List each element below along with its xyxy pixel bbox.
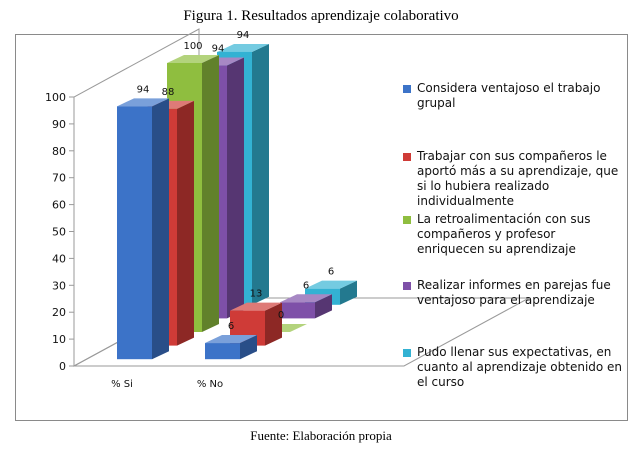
legend-swatch-1 xyxy=(403,85,411,93)
bar-front xyxy=(205,343,240,360)
bar-series xyxy=(117,43,357,360)
x-category-label: % No xyxy=(197,379,223,390)
bar-side xyxy=(202,55,219,332)
y-tick-label: 60 xyxy=(52,199,66,212)
y-tick-label: 0 xyxy=(59,360,66,373)
bar-side xyxy=(152,98,169,360)
bar-front xyxy=(280,302,315,319)
figure-title: Figura 1. Resultados aprendizaje colabor… xyxy=(183,8,459,24)
bar-top xyxy=(117,98,169,107)
legend-label-5: Pudo llenar sus expectativas, en cuanto … xyxy=(417,345,623,389)
legend-label-2: Trabajar con sus compañeros le aportó má… xyxy=(417,149,619,208)
bar-side xyxy=(265,302,282,346)
x-category-label: % Si xyxy=(111,379,133,390)
bar-top xyxy=(167,55,219,63)
data-label: 6 xyxy=(303,280,309,291)
data-label: 13 xyxy=(250,289,263,300)
y-tick-label: 100 xyxy=(45,91,66,104)
data-label: 6 xyxy=(228,321,234,332)
y-tick-label: 80 xyxy=(52,145,66,158)
y-tick-label: 20 xyxy=(52,306,66,319)
legend-label-4: Realizar informes en parejas fue ventajo… xyxy=(417,278,611,307)
data-label: 88 xyxy=(162,87,175,98)
data-label: 0 xyxy=(278,310,284,321)
bar-top xyxy=(217,43,269,52)
data-label: 94 xyxy=(212,44,225,55)
legend-swatch-4 xyxy=(403,282,411,290)
y-tick-label: 50 xyxy=(52,226,66,239)
y-tick-label: 40 xyxy=(52,252,66,265)
y-axis-ticks: 0 10 20 30 40 50 60 70 80 90 100 xyxy=(45,91,74,373)
bar-1-1 xyxy=(117,98,169,360)
bar-top xyxy=(230,302,282,311)
legend-label-3: La retroalimentación con sus compañeros … xyxy=(417,212,591,256)
bar-front xyxy=(117,106,152,360)
bar-top xyxy=(305,280,357,289)
bar-side xyxy=(315,294,332,319)
legend-swatch-3 xyxy=(403,216,411,224)
bar-side xyxy=(252,43,269,305)
data-label: 100 xyxy=(183,41,202,52)
y-tick-label: 10 xyxy=(52,333,66,346)
data-label: 6 xyxy=(328,267,334,278)
y-tick-label: 70 xyxy=(52,172,66,185)
bar-side xyxy=(227,57,244,319)
data-label: 94 xyxy=(137,84,150,95)
bar-1-2 xyxy=(205,335,257,360)
figure-source: Fuente: Elaboración propia xyxy=(250,428,392,443)
bar-4-2 xyxy=(280,294,332,319)
bar-top xyxy=(280,294,332,303)
y-tick-label: 30 xyxy=(52,279,66,292)
data-label: 94 xyxy=(237,30,250,41)
category-labels: % Si % No xyxy=(111,379,223,390)
legend-label-1: Considera ventajoso el trabajo grupal xyxy=(417,81,601,110)
bar-side xyxy=(340,280,357,305)
data-labels: 94 6 94 6 100 0 88 13 94 6 xyxy=(137,30,335,332)
bar-side xyxy=(177,100,194,346)
legend-swatch-5 xyxy=(403,349,411,357)
legend-swatch-2 xyxy=(403,153,411,161)
bar-side xyxy=(240,335,257,360)
y-tick-label: 90 xyxy=(52,118,66,131)
bar-top xyxy=(205,335,257,344)
